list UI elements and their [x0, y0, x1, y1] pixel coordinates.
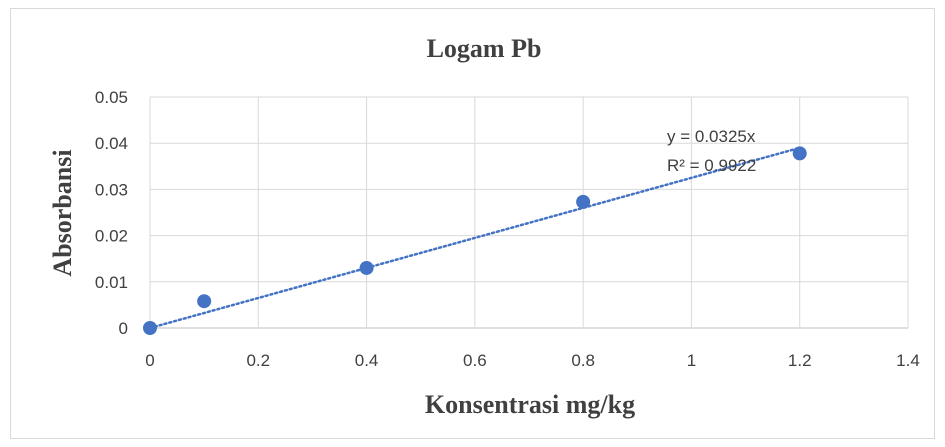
x-tick-label: 0.6: [463, 351, 487, 370]
x-tick-label: 0.8: [571, 351, 595, 370]
x-tick-label: 1: [687, 351, 696, 370]
y-axis-title: Absorbansi: [48, 149, 77, 276]
trendline-r-squared: R² = 0.9922: [667, 156, 756, 175]
data-point: [792, 146, 807, 161]
y-tick-label: 0.01: [95, 273, 128, 292]
y-tick-label: 0: [119, 319, 128, 338]
data-point: [143, 321, 157, 335]
x-tick-label: 1.2: [788, 351, 812, 370]
x-tick-labels: 0 0.2 0.4 0.6 0.8 1 1.2 1.4: [145, 351, 920, 370]
data-points: [143, 146, 807, 335]
data-point: [359, 260, 374, 275]
x-tick-label: 0: [145, 351, 154, 370]
y-tick-labels: 0 0.01 0.02 0.03 0.04 0.05: [95, 88, 128, 338]
trendline-group: [148, 146, 801, 330]
x-axis-title: Konsentrasi mg/kg: [425, 390, 635, 419]
grid-lines: [149, 96, 909, 329]
y-tick-label: 0.04: [95, 134, 128, 153]
x-tick-label: 1.4: [896, 351, 920, 370]
y-tick-label: 0.03: [95, 180, 128, 199]
x-tick-label: 0.4: [355, 351, 379, 370]
trendline-equation: y = 0.0325x: [667, 127, 756, 146]
data-point: [576, 194, 591, 209]
y-tick-label: 0.02: [95, 227, 128, 246]
y-tick-label: 0.05: [95, 88, 128, 107]
chart-frame: [10, 8, 935, 439]
trendline: [148, 146, 801, 330]
chart-title: Logam Pb: [427, 34, 542, 63]
x-tick-label: 0.2: [246, 351, 270, 370]
data-point: [197, 294, 212, 309]
